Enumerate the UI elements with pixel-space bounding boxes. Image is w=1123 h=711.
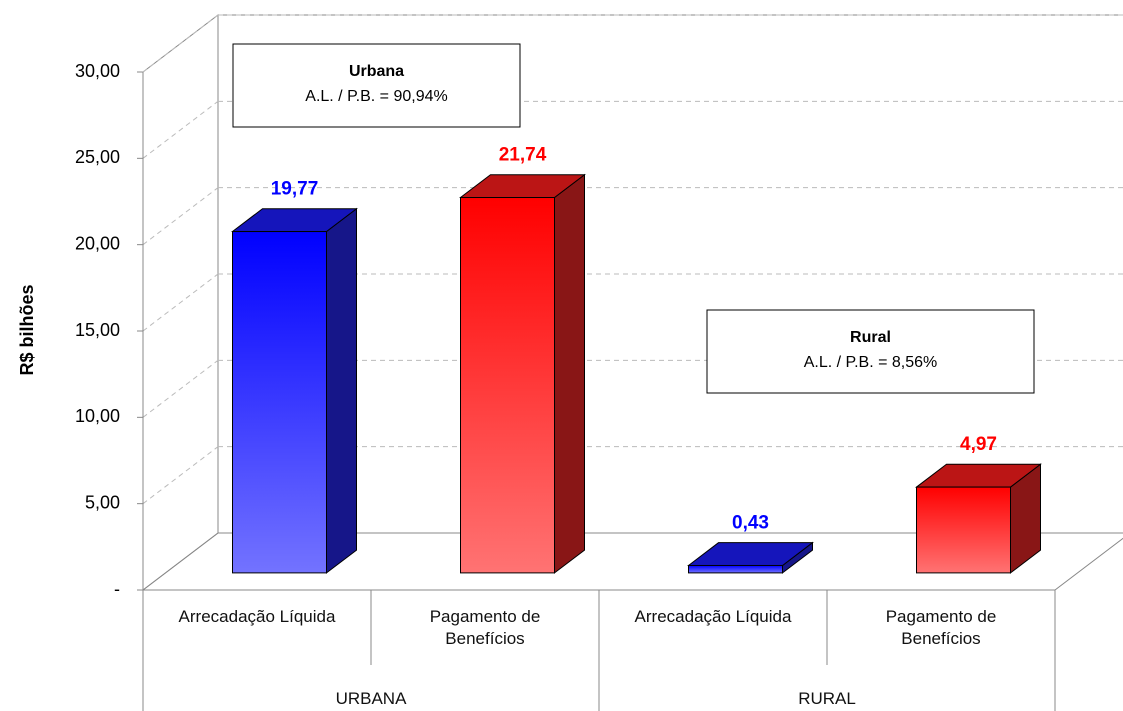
grid-line xyxy=(142,100,219,159)
x-tick-label: Arrecadação Líquida xyxy=(178,607,336,626)
y-tick-label: 10,00 xyxy=(75,406,120,426)
y-tick-label: 20,00 xyxy=(75,233,120,253)
value-label: 21,74 xyxy=(499,145,547,166)
annotation-title: Urbana xyxy=(349,63,404,80)
y-axis-label: R$ bilhões xyxy=(17,284,37,375)
grid-line xyxy=(142,14,219,73)
annotation-title: Rural xyxy=(850,329,891,346)
x-tick-label: Pagamento de Benefícios xyxy=(429,607,541,648)
x-tick-label: Arrecadação Líquida xyxy=(634,607,792,626)
y-tick-label: - xyxy=(114,579,120,599)
grid-line xyxy=(142,359,219,418)
y-tick-label: 30,00 xyxy=(75,61,120,81)
y-tick-label: 25,00 xyxy=(75,147,120,167)
grid-line xyxy=(142,187,219,246)
y-tick-label: 5,00 xyxy=(85,492,120,512)
bar xyxy=(460,197,555,574)
annotation-box xyxy=(232,43,521,128)
bar xyxy=(232,231,327,574)
grid-line xyxy=(142,446,219,505)
value-label: 19,77 xyxy=(271,179,319,200)
group-label: URBANA xyxy=(335,689,407,708)
x-tick-label: Pagamento de Benefícios xyxy=(885,607,997,648)
bar-side xyxy=(554,173,585,574)
bar-side xyxy=(326,207,357,574)
value-label: 4,97 xyxy=(960,434,997,455)
y-tick-label: 15,00 xyxy=(75,320,120,340)
value-label: 0,43 xyxy=(732,512,769,533)
annotation-text: A.L. / P.B. = 8,56% xyxy=(804,354,938,371)
annotation-box xyxy=(706,309,1035,394)
group-label: RURAL xyxy=(798,689,856,708)
grid-line xyxy=(142,273,219,332)
bar xyxy=(688,564,783,574)
floor xyxy=(141,532,1123,591)
bar xyxy=(916,486,1011,574)
annotation-text: A.L. / P.B. = 90,94% xyxy=(305,88,447,105)
